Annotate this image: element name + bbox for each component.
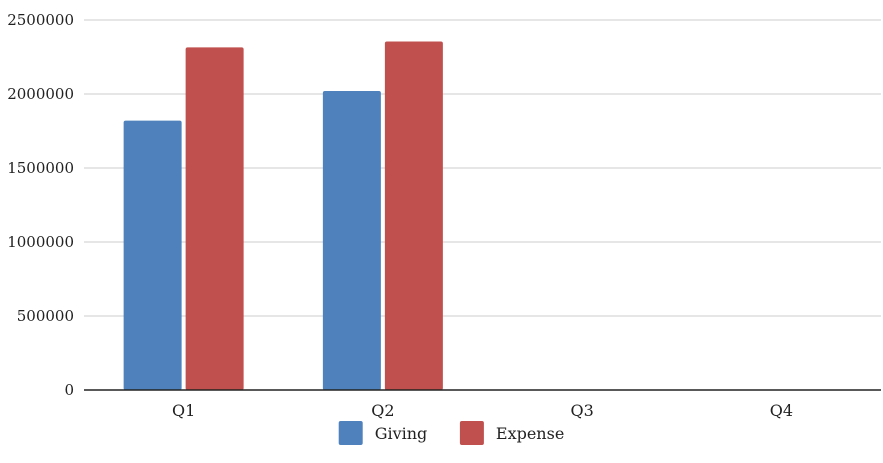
y-tick-label: 500000 xyxy=(17,307,74,325)
legend-swatch xyxy=(459,421,484,445)
x-axis-tick-labels: Q1 Q2 Q3 Q4 xyxy=(172,401,793,420)
bars xyxy=(123,41,443,391)
legend[interactable]: Giving Expense xyxy=(338,421,565,445)
legend-label: Expense xyxy=(496,424,564,443)
bar-giving-q2[interactable] xyxy=(322,91,381,390)
y-tick-label: 0 xyxy=(64,381,74,399)
x-tick-label: Q3 xyxy=(570,401,593,420)
x-tick-label: Q2 xyxy=(371,401,394,420)
legend-item-giving[interactable]: Giving xyxy=(338,421,428,445)
legend-swatch xyxy=(338,421,363,445)
y-tick-label: 2000000 xyxy=(7,85,74,103)
y-tick-label: 1000000 xyxy=(7,233,74,251)
y-tick-label: 2500000 xyxy=(7,11,74,29)
legend-label: Giving xyxy=(375,424,428,443)
bar-expense-q2[interactable] xyxy=(384,41,443,391)
x-tick-label: Q1 xyxy=(172,401,195,420)
bar-expense-q1[interactable] xyxy=(185,47,244,390)
y-tick-label: 1500000 xyxy=(7,159,74,177)
legend-item-expense[interactable]: Expense xyxy=(459,421,564,445)
bar-giving-q1[interactable] xyxy=(123,120,182,390)
y-axis-tick-labels: 0 500000 1000000 1500000 2000000 2500000 xyxy=(7,11,74,399)
x-tick-label: Q4 xyxy=(770,401,793,420)
